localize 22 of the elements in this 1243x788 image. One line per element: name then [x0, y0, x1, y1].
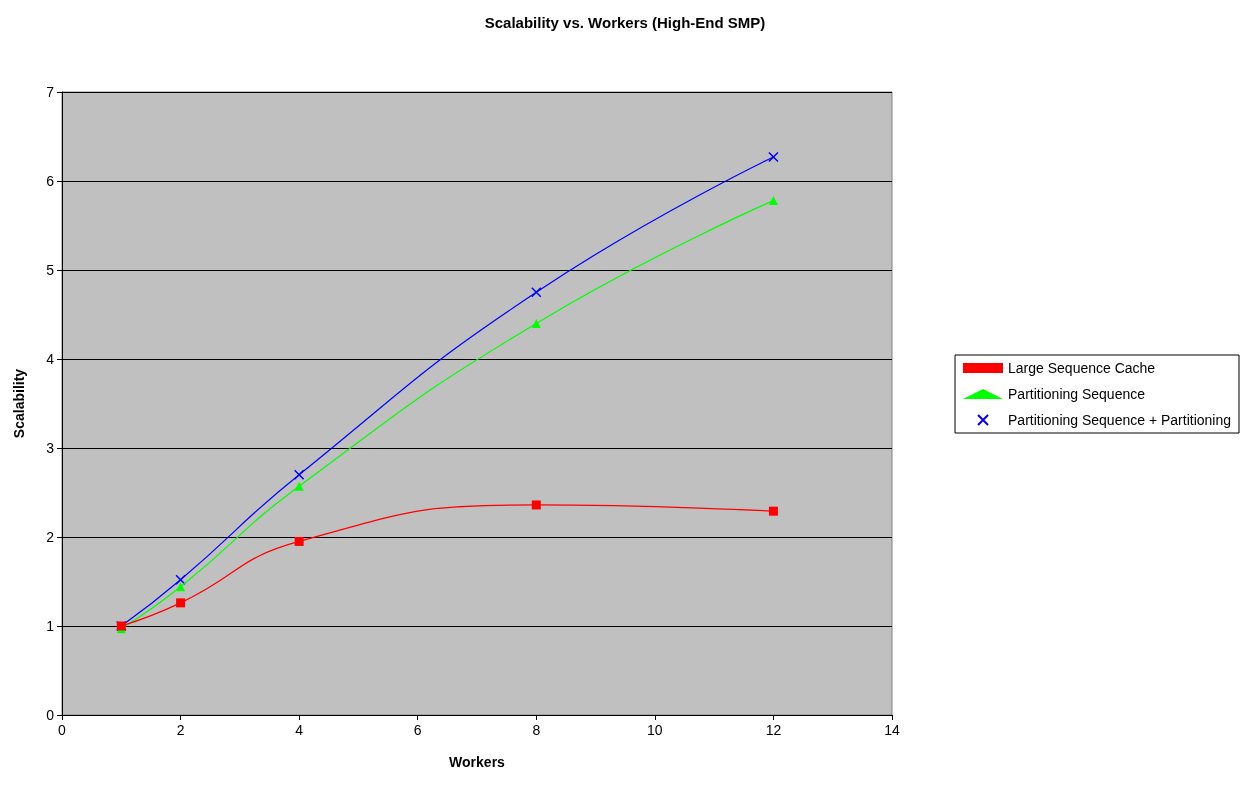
x-tick-label: 2	[176, 722, 185, 738]
chart-title: Scalability vs. Workers (High-End SMP)	[484, 14, 766, 31]
x-tick-label: 12	[765, 722, 782, 738]
x-tick-label: 14	[884, 722, 900, 738]
y-tick-label: 7	[46, 84, 55, 100]
y-tick-label: 1	[46, 618, 55, 634]
x-tick-label: 0	[58, 722, 67, 738]
x-tick-label: 4	[295, 722, 304, 738]
y-tick-label: 4	[46, 351, 55, 367]
y-tick-label: 0	[46, 707, 55, 723]
y-tick-label: 5	[46, 262, 55, 278]
x-axis-title: Workers	[449, 754, 506, 770]
legend-label: Partitioning Sequence	[1008, 386, 1146, 402]
y-tick-label: 3	[46, 440, 55, 456]
y-axis-title: Scalability	[11, 368, 27, 439]
y-tick-label: 6	[46, 173, 55, 189]
y-tick-label: 2	[46, 529, 55, 545]
legend-label: Large Sequence Cache	[1008, 360, 1156, 376]
x-tick-label: 8	[532, 722, 541, 738]
legend-label: Partitioning Sequence + Partitioning	[1008, 412, 1231, 428]
x-tick-label: 6	[413, 722, 422, 738]
x-tick-label: 10	[647, 722, 663, 738]
